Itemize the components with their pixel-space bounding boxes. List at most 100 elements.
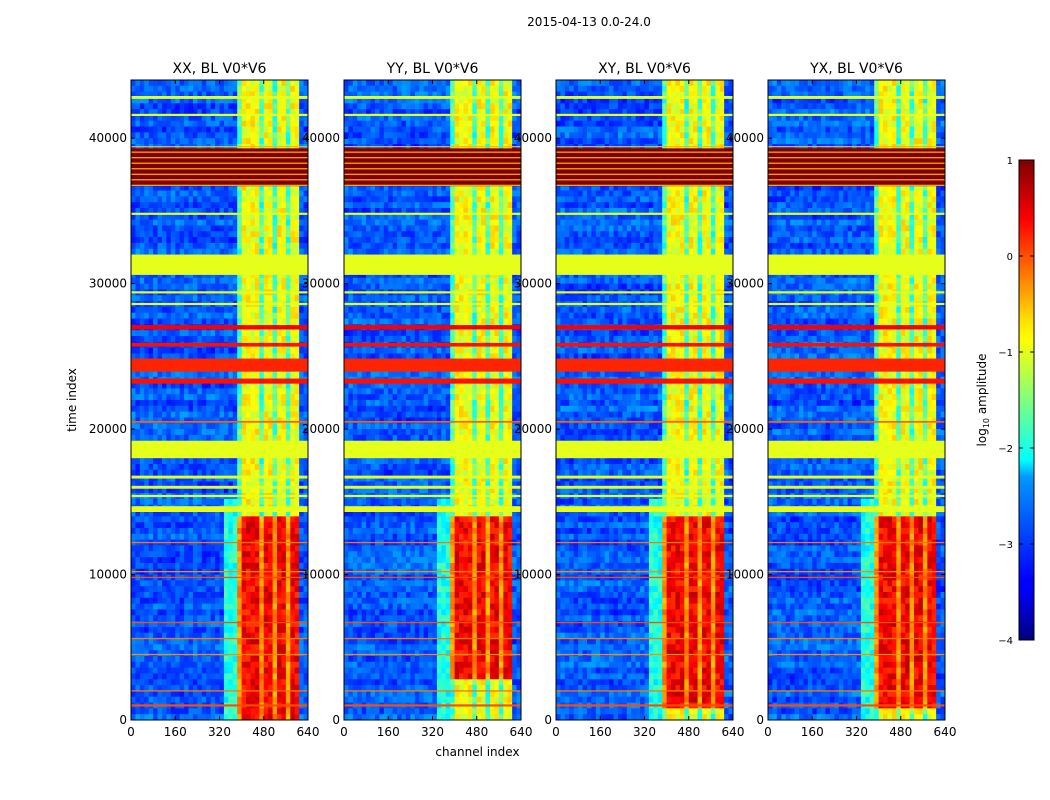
heatmap-cell	[135, 562, 141, 570]
heatmap-cell	[219, 400, 225, 407]
heatmap-cell	[215, 429, 220, 436]
heatmap-cell	[215, 434, 220, 442]
heatmap-cell	[303, 516, 309, 523]
heatmap-cell	[268, 522, 273, 529]
heatmap-cell	[250, 330, 256, 337]
heatmap-cell	[131, 109, 136, 116]
heatmap-cell	[157, 615, 163, 622]
heatmap-cell	[263, 103, 269, 110]
heatmap-cell	[223, 190, 229, 197]
heatmap-cell	[259, 330, 265, 337]
heatmap-cell	[392, 91, 398, 98]
heatmap-cell	[201, 708, 207, 715]
heatmap-cell	[223, 667, 229, 674]
heatmap-cell	[201, 615, 207, 622]
heatmap-cell	[281, 405, 287, 412]
heatmap-cell	[161, 586, 167, 593]
heatmap-cell	[294, 225, 300, 232]
heatmap-cell	[228, 382, 234, 389]
heatmap-cell	[285, 661, 291, 668]
heatmap-cell	[192, 347, 198, 354]
heatmap-cell	[184, 132, 189, 139]
heatmap-cell	[410, 132, 416, 139]
heatmap-cell	[254, 103, 260, 110]
heatmap-cell	[281, 138, 287, 145]
heatmap-cell	[201, 545, 207, 552]
heatmap-cell	[294, 696, 300, 703]
heatmap-cell	[188, 318, 194, 325]
heatmap-cell	[201, 114, 207, 122]
heatmap-cell	[272, 522, 278, 529]
heatmap-cell	[259, 283, 265, 290]
heatmap-cell	[192, 469, 198, 476]
heatmap-cell	[303, 685, 309, 692]
heatmap-cell	[139, 312, 145, 319]
heatmap-cell	[277, 522, 282, 529]
heatmap-cell	[344, 91, 349, 98]
heatmap-cell	[215, 545, 220, 552]
heatmap-cell	[184, 615, 189, 622]
heatmap-cell	[481, 126, 486, 133]
heatmap-cell	[419, 138, 424, 145]
heatmap-cell	[299, 126, 304, 133]
heatmap-cell	[277, 196, 282, 203]
heatmap-cell	[290, 638, 296, 645]
heatmap-cell	[223, 429, 229, 436]
heatmap-cell	[516, 103, 522, 110]
heatmap-cell	[148, 603, 154, 610]
heatmap-cell	[246, 650, 251, 657]
heatmap-cell	[161, 429, 167, 436]
heatmap-cell	[223, 580, 229, 587]
heatmap-cell	[144, 516, 149, 523]
heatmap-cell	[268, 498, 273, 506]
heatmap-cell	[237, 708, 242, 715]
heatmap-cell	[232, 405, 238, 412]
heatmap-cell	[201, 429, 207, 436]
heatmap-cell	[241, 417, 247, 424]
heatmap-cell	[206, 213, 211, 220]
heatmap-cell	[503, 120, 509, 127]
heatmap-cell	[277, 592, 282, 599]
heatmap-cell	[197, 621, 203, 628]
heatmap-cell	[299, 295, 304, 302]
heatmap-cell	[153, 411, 158, 418]
heatmap-cell	[144, 237, 149, 244]
heatmap-cell	[290, 225, 296, 232]
heatmap-cell	[135, 667, 141, 674]
heatmap-cell	[161, 498, 167, 506]
heatmap-cell	[219, 516, 225, 523]
heatmap-cell	[228, 225, 234, 232]
heatmap-cell	[166, 429, 172, 436]
heatmap-cell	[467, 138, 473, 145]
heatmap-cell	[131, 475, 136, 482]
heatmap-cell	[188, 120, 194, 127]
heatmap-cell	[281, 126, 287, 133]
heatmap-cell	[206, 621, 211, 628]
heatmap-cell	[232, 237, 238, 244]
heatmap-cell	[405, 132, 411, 139]
heatmap-cell	[272, 708, 278, 715]
heatmap-cell	[157, 661, 163, 668]
heatmap-cell	[166, 213, 172, 220]
heatmap-cell	[157, 330, 163, 337]
heatmap-cell	[263, 714, 269, 721]
heatmap-cell	[423, 97, 429, 104]
heatmap-cell	[285, 522, 291, 529]
heatmap-cell	[303, 208, 309, 215]
heatmap-cell	[250, 429, 256, 436]
heatmap-cell	[410, 97, 416, 104]
heatmap-cell	[277, 510, 282, 517]
heatmap-cell	[219, 91, 225, 98]
heatmap-cell	[161, 592, 167, 599]
heatmap-cell	[144, 248, 149, 255]
heatmap-cell	[481, 85, 486, 92]
heatmap-cell	[272, 597, 278, 604]
heatmap-cell	[299, 208, 304, 215]
heatmap-cell	[281, 475, 287, 482]
heatmap-cell	[197, 661, 203, 668]
heatmap-cell	[228, 429, 234, 436]
heatmap-cell	[210, 661, 216, 668]
heatmap-cell	[263, 208, 269, 215]
heatmap-cell	[299, 85, 304, 92]
heatmap-cell	[184, 592, 189, 599]
